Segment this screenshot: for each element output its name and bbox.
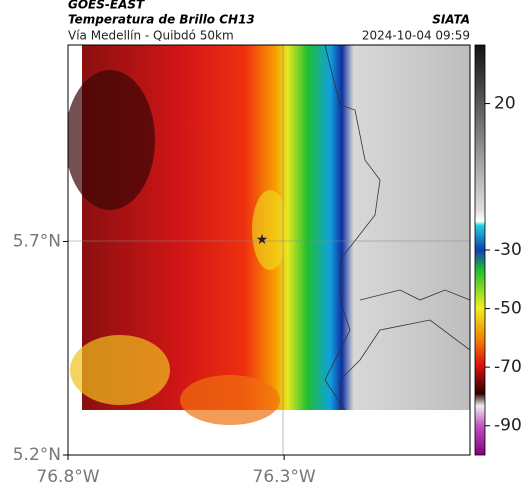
colorbar-tick-label: -70 [494,357,522,377]
title: GOES-EAST [68,0,145,12]
x-tick-label: 76.3°W [253,467,316,487]
y-tick-label: 5.2°N [13,445,61,465]
subtitle: Temperatura de Brillo CH13 [68,13,255,27]
map-frame [67,44,471,456]
colorbar-tick-label: -50 [494,299,522,319]
colorbar-tick-label: 20 [494,94,516,114]
source: SIATA [432,13,470,27]
x-tick-label: 76.8°W [36,467,99,487]
timestamp: 2024-10-04 09:59 [362,29,470,43]
y-tick-label: 5.7°N [13,231,61,251]
satellite-image: ★ [68,45,470,455]
colorbar-tick-label: -30 [494,240,522,260]
colorbar [474,44,486,456]
route: Vía Medellín - Quibdó 50km [68,29,234,43]
colorbar-tick-label: -90 [494,416,522,436]
svg-text:★: ★ [256,232,269,248]
